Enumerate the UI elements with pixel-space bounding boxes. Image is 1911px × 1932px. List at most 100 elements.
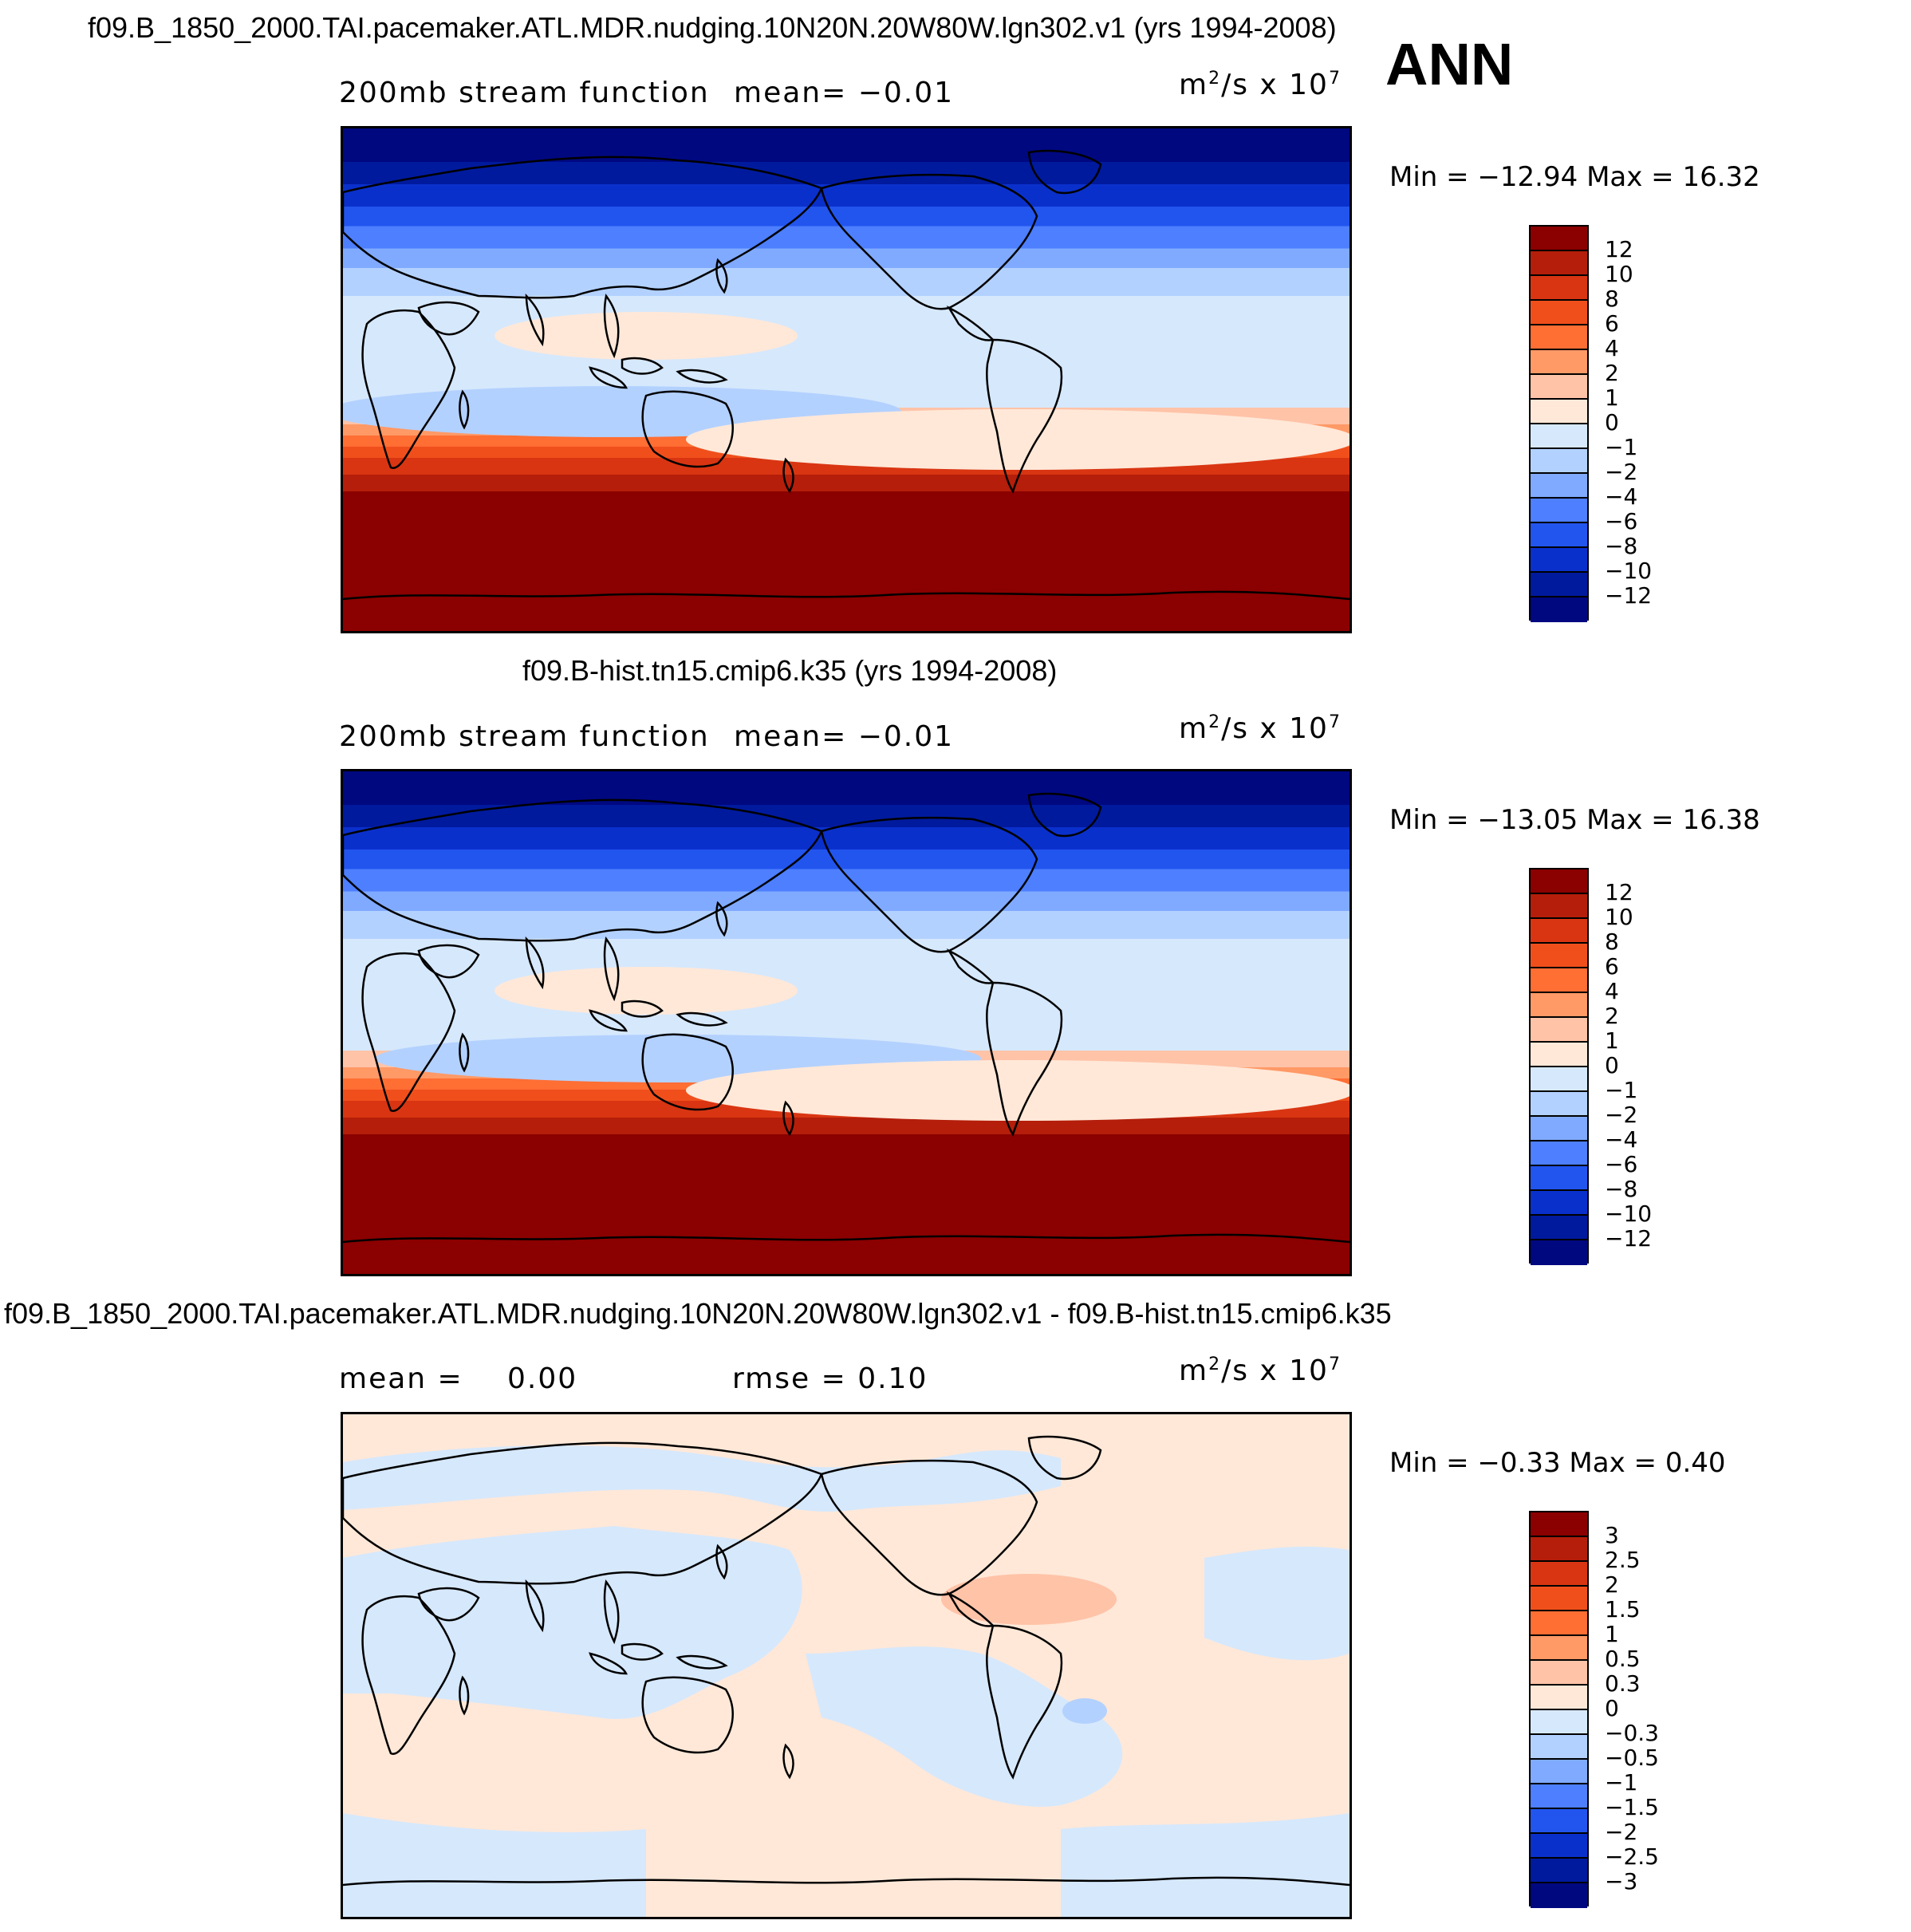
coastline-path [603, 1579, 620, 1645]
contour-band [343, 226, 1350, 250]
panel2-warm-blob-southpacific [686, 1060, 1350, 1121]
colorbar-cell [1531, 1191, 1587, 1216]
colorbar-cell [1531, 424, 1587, 449]
coastline-path [986, 1624, 1063, 1780]
panel3-map [341, 1412, 1352, 1919]
colorbar-cell [1531, 597, 1587, 622]
colorbar-tick-label: 1 [1605, 1027, 1619, 1054]
panel3-cool-tropical-main [343, 1526, 802, 1719]
coastline-path [621, 1642, 664, 1661]
panel1-units: m2/s x 107 [1179, 69, 1342, 101]
coastline-path [603, 936, 620, 1002]
coastline-path [525, 1579, 545, 1633]
colorbar-tick-label: 0 [1605, 1695, 1619, 1721]
panel3-warm-blob-gulf [941, 1574, 1117, 1625]
contour-band [343, 911, 1350, 940]
coastline-path [417, 944, 480, 979]
colorbar-cell [1531, 1809, 1587, 1834]
panel3-cool-eastpacific [806, 1646, 1123, 1807]
coastline-path [459, 1032, 470, 1073]
colorbar-cell [1531, 1784, 1587, 1809]
coastline-path [343, 156, 823, 299]
colorbar-tick-label: −1 [1605, 1077, 1638, 1103]
contour-band-tropical [343, 939, 1350, 1051]
colorbar-cell [1531, 869, 1587, 894]
coastline-path [641, 390, 734, 468]
colorbar-tick-label: −10 [1605, 1201, 1653, 1227]
panel1-mean: mean= −0.01 [734, 77, 955, 109]
panel2-units: m2/s x 107 [1179, 712, 1342, 745]
coastline-path [676, 1011, 728, 1027]
colorbar-cell [1531, 1760, 1587, 1784]
contour-band [343, 771, 1350, 806]
coastline-path [343, 1233, 1350, 1244]
colorbar-tick-label: −2.5 [1605, 1843, 1659, 1870]
colorbar-cell [1531, 1067, 1587, 1092]
colorbar-cell [1531, 1611, 1587, 1636]
panel1-coastlines [343, 149, 1350, 601]
colorbar-tick-label: −8 [1605, 533, 1638, 559]
colorbar-cell [1531, 523, 1587, 548]
colorbar-tick-label: −0.3 [1605, 1720, 1659, 1746]
coastline-path [676, 1654, 728, 1670]
panel1-variable-label: 200mb stream function [339, 77, 710, 109]
colorbar-cell [1531, 499, 1587, 523]
contour-band [343, 827, 1350, 850]
colorbar-tick-label: 2 [1605, 360, 1619, 386]
colorbar-tick-label: −12 [1605, 1225, 1653, 1252]
colorbar-cell [1531, 1043, 1587, 1067]
coastline-path [782, 1743, 794, 1780]
colorbar-cell [1531, 1686, 1587, 1710]
panel3-cool-north-band [343, 1445, 1061, 1512]
panel1-colorbar [1529, 225, 1589, 622]
colorbar-tick-label: 1 [1605, 384, 1619, 411]
contour-band [343, 1134, 1350, 1274]
colorbar-cell [1531, 1735, 1587, 1760]
colorbar-tick-label: 0.5 [1605, 1646, 1641, 1672]
contour-band [343, 491, 1350, 631]
colorbar-tick-label: 4 [1605, 978, 1619, 1004]
colorbar-tick-label: 10 [1605, 904, 1633, 930]
coastline-path [621, 357, 664, 375]
panel3-mean-label: mean = [339, 1362, 463, 1395]
coastline-path [343, 1441, 823, 1585]
colorbar-tick-label: 8 [1605, 286, 1619, 312]
coastline-path [361, 952, 456, 1112]
colorbar-tick-label: −12 [1605, 582, 1653, 609]
coastline-path [715, 1544, 728, 1580]
contour-band [343, 891, 1350, 912]
panel1-case-title: f09.B_1850_2000.TAI.pacemaker.ATL.MDR.nu… [88, 11, 1337, 44]
colorbar-cell [1531, 251, 1587, 276]
coastline-path [782, 457, 794, 494]
coastline-path [589, 1652, 628, 1675]
colorbar-tick-label: −0.5 [1605, 1745, 1659, 1771]
panel1-map [341, 126, 1352, 633]
colorbar-cell [1531, 1834, 1587, 1859]
coastline-path [361, 309, 456, 469]
panel1-map-svg [343, 128, 1350, 631]
coastline-path [343, 798, 823, 942]
colorbar-cell [1531, 1883, 1587, 1908]
colorbar-tick-label: −2 [1605, 1819, 1638, 1845]
coastline-path [459, 1675, 470, 1716]
coastline-path [986, 338, 1063, 494]
panel1-warm-blob-southpacific [686, 409, 1350, 470]
colorbar-cell [1531, 1117, 1587, 1141]
panel3-rmse: rmse = 0.10 [732, 1362, 928, 1395]
colorbar-tick-label: −10 [1605, 558, 1653, 584]
colorbar-tick-label: 0.3 [1605, 1670, 1641, 1697]
colorbar-cell [1531, 1636, 1587, 1661]
panel2-min-max: Min = −13.05 Max = 16.38 [1389, 804, 1760, 836]
panel3-case-title: f09.B_1850_2000.TAI.pacemaker.ATL.MDR.nu… [4, 1297, 1392, 1330]
panel3-cool-northeast [1204, 1546, 1350, 1661]
colorbar-cell [1531, 375, 1587, 400]
colorbar-tick-label: −8 [1605, 1176, 1638, 1202]
colorbar-cell [1531, 993, 1587, 1018]
coastline-path [986, 981, 1063, 1137]
colorbar-tick-label: −6 [1605, 1151, 1638, 1177]
panel3-cool-regions [343, 1445, 1350, 1917]
coastline-path [641, 1676, 734, 1754]
colorbar-tick-label: 0 [1605, 409, 1619, 436]
coastline-path [621, 1000, 664, 1018]
colorbar-tick-label: −1 [1605, 1769, 1638, 1796]
